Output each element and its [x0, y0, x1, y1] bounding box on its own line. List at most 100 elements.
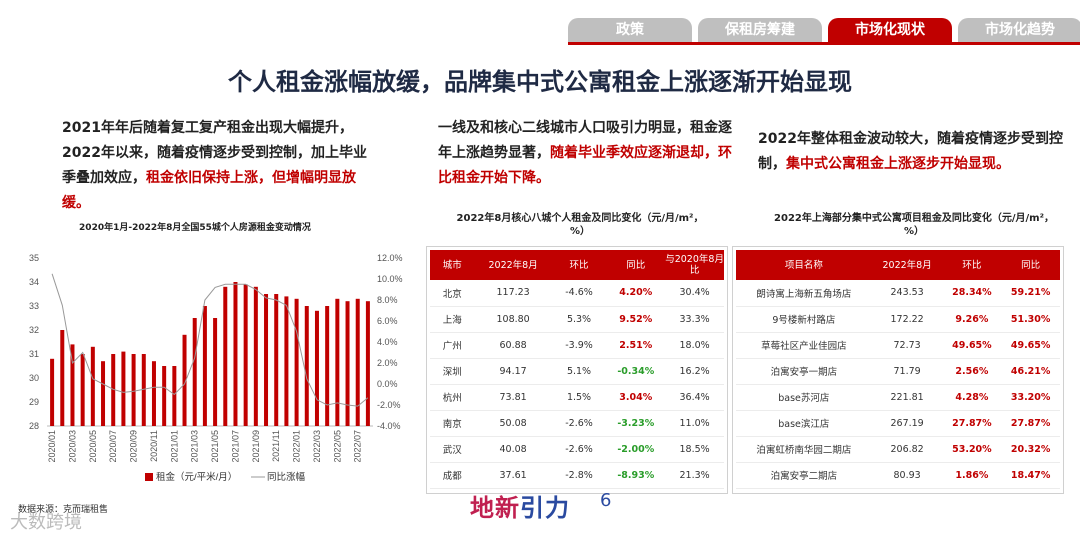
col2-text: 一线及和核心二线城市人口吸引力明显，租金逐年上涨趋势显著，随着毕业季效应逐渐退却… [438, 116, 734, 191]
table-cell: 49.65% [942, 332, 1002, 359]
table-cell: -3.23% [606, 410, 666, 437]
tab-market-status[interactable]: 市场化现状 [828, 18, 952, 42]
legend-bar-swatch [145, 473, 153, 481]
table-row: 南京 50.08 -2.6% -3.23% 11.0% [430, 410, 724, 437]
tab-policy[interactable]: 政策 [568, 18, 692, 42]
tab-affordable-housing[interactable]: 保租房筹建 [698, 18, 822, 42]
table-cell: 46.21% [1001, 358, 1060, 385]
bar [314, 310, 319, 426]
data-source: 数据来源：克而瑞租售 [18, 505, 109, 515]
table-cell: 33.20% [1001, 384, 1060, 411]
table-cell: 成都 [430, 462, 475, 489]
bar [213, 318, 218, 426]
legend-bar-label: 租金（元/平米/月） [156, 471, 237, 483]
bar [243, 284, 248, 426]
table-cell: 50.08 [474, 410, 552, 437]
logo-part1: 地新 [470, 494, 520, 522]
col1-body: 2021年年后随着复工复产租金出现大幅提升，2022年以来，随着疫情逐步受到控制… [62, 120, 367, 186]
y-left-tick-label: 30 [29, 373, 39, 383]
tab-market-trend[interactable]: 市场化趋势 [958, 18, 1080, 42]
y-left-tick-label: 31 [29, 349, 39, 359]
bar [90, 346, 95, 426]
table-cell: 广州 [430, 332, 475, 359]
header-1: 2022年8月 [871, 250, 943, 280]
chart-title: 2020年1月-2022年8月全国55城个人房源租金变动情况 [79, 223, 311, 233]
col1-text: 2021年年后随着复工复产租金出现大幅提升，2022年以来，随着疫情逐步受到控制… [62, 116, 374, 216]
x-tick-label: 2022/03 [312, 430, 322, 463]
table-cell: 9号楼新村路店 [736, 306, 872, 333]
x-tick-label: 2020/11 [149, 430, 159, 462]
x-tick-label: 2021/09 [251, 430, 261, 463]
table-cell: 上海 [430, 306, 475, 333]
tab-underline [568, 42, 1080, 45]
page-number: 6 [600, 490, 612, 511]
table-row: 9号楼新村路店 172.22 9.26% 51.30% [736, 306, 1060, 333]
table-row: 杭州 73.81 1.5% 3.04% 36.4% [430, 384, 724, 411]
apartment-rent-table: 项目名称 2022年8月 环比 同比 朗诗寓上海新五角场店 243.53 28.34% 59… [736, 250, 1060, 489]
y-left-tick-label: 35 [29, 253, 39, 263]
header-3: 同比 [606, 250, 666, 280]
table-row: base苏河店 221.81 4.28% 33.20% [736, 384, 1060, 411]
col3-text: 2022年整体租金波动较大，随着疫情逐步受到控制，集中式公寓租金上涨逐步开始显现… [758, 127, 1072, 177]
rent-chart: 28 29 30 31 32 33 34 35 -4.0% -2.0% 0.0% 2.0% 4.0% 6.… [29, 253, 403, 483]
bar [223, 286, 228, 426]
watermark: 大数跨境 [10, 512, 82, 533]
table-cell: 3.04% [606, 384, 666, 411]
y-right-tick-label: 12.0% [377, 253, 403, 263]
bar [294, 298, 299, 426]
bar [365, 301, 370, 426]
table-cell: 60.88 [474, 332, 552, 359]
table-cell: 94.17 [474, 358, 552, 385]
table1-frame [426, 246, 728, 494]
y-left-tick-label: 33 [29, 301, 39, 311]
table-cell: 深圳 [430, 358, 475, 385]
legend-line-label: 同比涨幅 [267, 471, 306, 483]
x-tick-label: 2020/03 [67, 430, 77, 463]
table2-frame [732, 246, 1064, 494]
x-tick-label: 2020/09 [129, 430, 139, 463]
bar [192, 318, 197, 426]
table-row: 北京 117.23 -4.6% 4.20% 30.4% [430, 280, 724, 307]
bar [70, 344, 75, 426]
x-tick-label: 2020/05 [88, 430, 98, 463]
y-right-tick-label: -2.0% [377, 400, 401, 410]
bar [111, 354, 116, 426]
table-cell: 9.26% [942, 306, 1002, 333]
table-cell: -2.6% [551, 436, 607, 463]
table-cell: 南京 [430, 410, 475, 437]
table-cell: -3.9% [551, 332, 607, 359]
table-cell: 16.2% [665, 358, 724, 385]
table-row: 草莓社区产业佳园店 72.73 49.65% 49.65% [736, 332, 1060, 359]
bar [264, 294, 269, 426]
logo-part2: 引力 [520, 494, 570, 522]
col1-highlight: 租金依旧保持上涨，但增幅明显放缓。 [62, 170, 356, 211]
table-cell: 北京 [430, 280, 475, 307]
table-cell: 4.28% [942, 384, 1002, 411]
bar [345, 301, 350, 426]
header-1: 2022年8月 [474, 250, 552, 280]
table-cell: 243.53 [871, 280, 943, 307]
table-cell: 朗诗寓上海新五角场店 [736, 280, 872, 307]
table-cell: 36.4% [665, 384, 724, 411]
x-tick-label: 2021/01 [169, 430, 179, 463]
table-cell: 33.3% [665, 306, 724, 333]
x-tick-label: 2021/07 [230, 430, 240, 463]
bar [131, 354, 136, 426]
table-row: 上海 108.80 5.3% 9.52% 33.3% [430, 306, 724, 333]
table-cell: 108.80 [474, 306, 552, 333]
table-cell: 72.73 [871, 332, 943, 359]
table-cell: 18.0% [665, 332, 724, 359]
y-right-tick-label: -4.0% [377, 421, 401, 431]
table-cell: 221.81 [871, 384, 943, 411]
bar [284, 296, 289, 426]
col2-body: 一线及和核心二线城市人口吸引力明显，租金逐年上涨趋势显著， [438, 120, 732, 161]
header-2: 环比 [942, 250, 1002, 280]
section-tabs: 政策 保租房筹建 市场化现状 市场化趋势 [562, 18, 1080, 42]
table-cell: 草莓社区产业佳园店 [736, 332, 872, 359]
table-cell: 27.87% [1001, 410, 1060, 437]
table-cell: -4.6% [551, 280, 607, 307]
table-cell: 2.51% [606, 332, 666, 359]
bar [304, 306, 309, 426]
table-cell: 73.81 [474, 384, 552, 411]
table-cell: 杭州 [430, 384, 475, 411]
